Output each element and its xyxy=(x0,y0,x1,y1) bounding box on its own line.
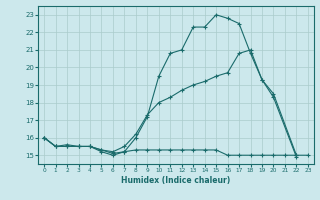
X-axis label: Humidex (Indice chaleur): Humidex (Indice chaleur) xyxy=(121,176,231,185)
